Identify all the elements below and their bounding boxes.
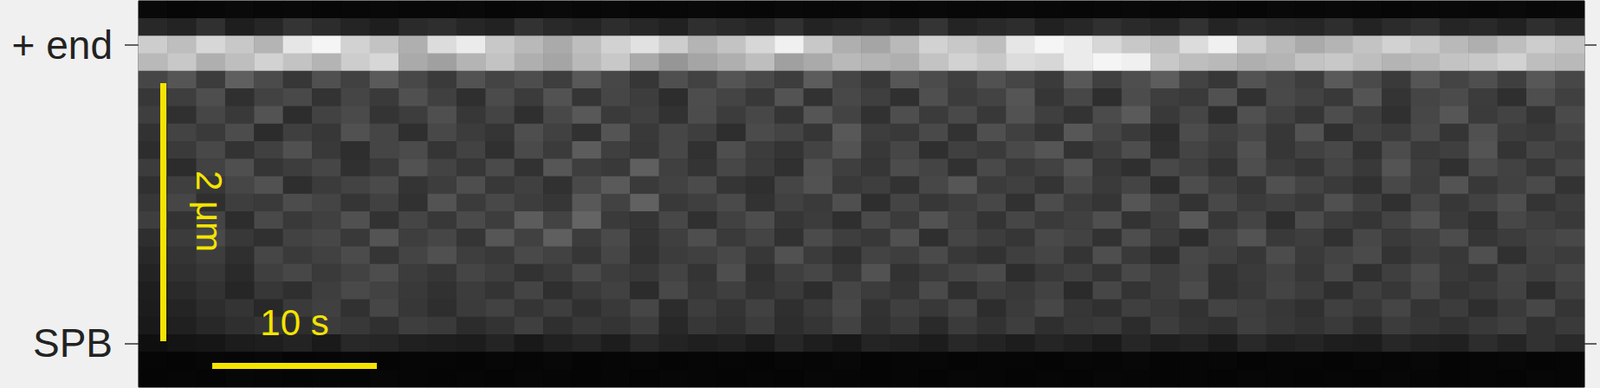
svg-text:2 μm: 2 μm xyxy=(188,170,230,253)
svg-text:+ end: + end xyxy=(12,22,113,68)
svg-text:10 s: 10 s xyxy=(259,302,329,344)
svg-text:SPB: SPB xyxy=(32,320,113,366)
